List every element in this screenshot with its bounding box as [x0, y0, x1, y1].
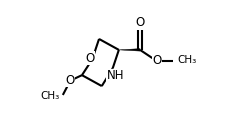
- Text: NH: NH: [107, 69, 124, 82]
- Text: O: O: [152, 54, 162, 67]
- Text: O: O: [136, 16, 145, 29]
- Text: CH₃: CH₃: [177, 55, 196, 65]
- Text: O: O: [65, 74, 74, 87]
- Polygon shape: [119, 49, 140, 51]
- Text: O: O: [86, 52, 95, 65]
- Text: CH₃: CH₃: [41, 91, 60, 101]
